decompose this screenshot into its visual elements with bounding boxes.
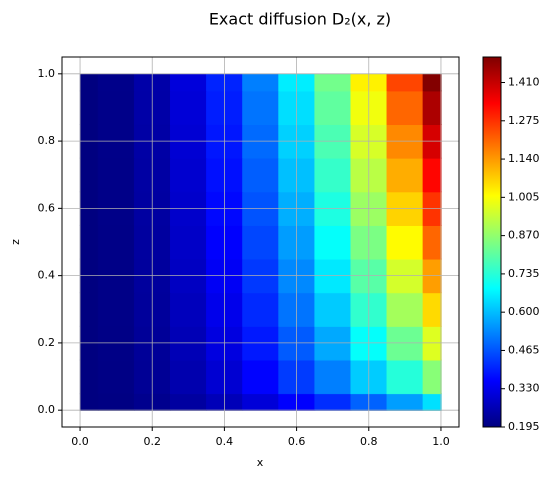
heat-cell: [386, 224, 424, 260]
heat-cell: [422, 393, 442, 411]
heat-cell: [170, 292, 208, 327]
chart-title: Exact diffusion D₂(x, z): [209, 10, 391, 29]
heat-cell: [79, 359, 99, 395]
x-tick-label: 0.6: [288, 435, 306, 448]
heat-cell: [79, 393, 99, 411]
heat-cell: [386, 292, 424, 327]
heat-cell: [97, 359, 135, 395]
y-tick-label: 0.8: [38, 134, 56, 147]
heat-cell: [242, 73, 280, 92]
x-axis-label: x: [257, 456, 264, 469]
y-tick-label: 0.4: [38, 269, 56, 282]
x-tick-label: 0.8: [360, 435, 378, 448]
y-axis-label: z: [9, 239, 22, 245]
x-tick-label: 1.0: [432, 435, 450, 448]
heat-cell: [97, 393, 135, 411]
heat-cell: [97, 292, 135, 327]
heat-cell: [79, 90, 99, 126]
heat-cell: [97, 157, 135, 193]
colorbar-tick-label: 0.465: [508, 343, 540, 356]
heat-cell: [242, 157, 280, 193]
x-tick-label: 0.4: [216, 435, 234, 448]
heat-cell: [170, 359, 208, 395]
heat-cell: [242, 90, 280, 126]
heat-cell: [386, 393, 424, 411]
heat-cell: [314, 90, 352, 126]
heat-cell: [170, 90, 208, 126]
heat-cell: [79, 292, 99, 327]
colorbar-tick-label: 1.275: [508, 114, 540, 127]
colorbar-tick-label: 1.005: [508, 190, 540, 203]
y-tick-label: 1.0: [38, 67, 56, 80]
heat-cell: [314, 393, 352, 411]
heat-cell: [386, 90, 424, 126]
heat-cell: [422, 359, 442, 395]
heat-cell: [97, 90, 135, 126]
colorbar-tick-label: 1.410: [508, 76, 540, 89]
heat-cell: [242, 359, 280, 395]
y-tick-label: 0.0: [38, 403, 56, 416]
heat-cell: [170, 73, 208, 92]
heat-cell: [386, 73, 424, 92]
colorbar-tick-label: 0.735: [508, 267, 540, 280]
heat-cell: [386, 359, 424, 395]
heat-cell: [314, 359, 352, 395]
heat-cell: [314, 224, 352, 260]
heat-cell: [422, 224, 442, 260]
heat-cell: [97, 73, 135, 92]
colorbar-tick-label: 0.330: [508, 382, 540, 395]
heat-cell: [97, 224, 135, 260]
heat-cell: [422, 90, 442, 126]
colorbar-tick-label: 0.870: [508, 229, 540, 242]
y-tick-label: 0.2: [38, 336, 56, 349]
colorbar-tick-label: 0.195: [508, 420, 540, 433]
heat-cell: [170, 393, 208, 411]
heat-cell: [314, 73, 352, 92]
grid: [62, 57, 459, 427]
heat-cell: [314, 292, 352, 327]
heat-cell: [79, 73, 99, 92]
heat-cell: [314, 157, 352, 193]
heat-cell: [170, 224, 208, 260]
heat-cell: [422, 292, 442, 327]
heat-cell: [79, 224, 99, 260]
x-tick-label: 0.0: [71, 435, 89, 448]
colorbar-tick-label: 1.140: [508, 152, 540, 165]
y-tick-label: 0.6: [38, 201, 56, 214]
x-tick-label: 0.2: [143, 435, 161, 448]
heat-cell: [242, 292, 280, 327]
plot-frame: [61, 56, 460, 428]
heat-cell: [242, 393, 280, 411]
heat-cell: [386, 157, 424, 193]
heatmap: [79, 73, 442, 411]
heat-cell: [79, 157, 99, 193]
colorbar-tick-label: 0.600: [508, 305, 540, 318]
heat-cell: [242, 224, 280, 260]
heat-cell: [170, 157, 208, 193]
heat-cell: [422, 157, 442, 193]
heat-cell: [422, 73, 442, 92]
colorbar: [482, 56, 502, 428]
